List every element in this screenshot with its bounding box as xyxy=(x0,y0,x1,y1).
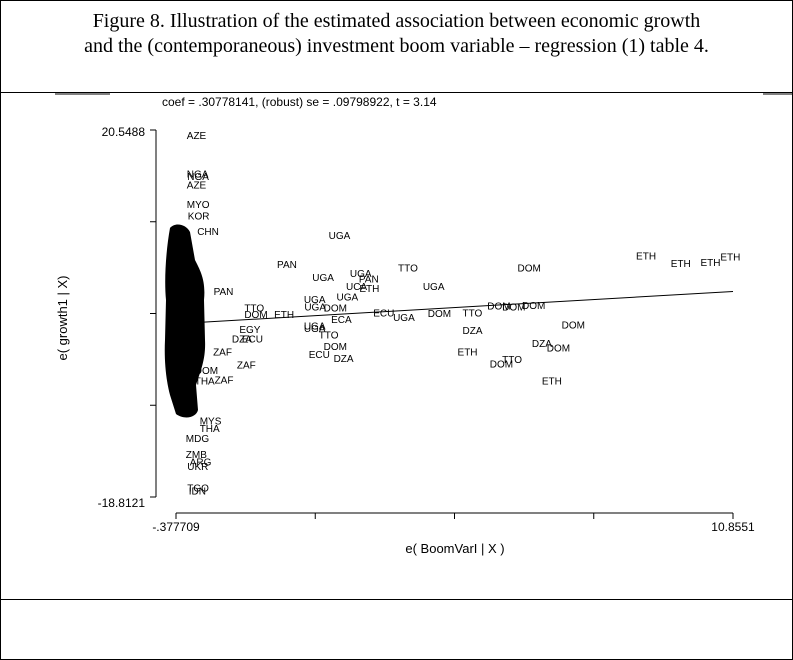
point-label: MDG xyxy=(186,434,210,445)
point-label: ZMB xyxy=(186,450,207,461)
point-label: TTO xyxy=(502,355,522,366)
point-label: ETH xyxy=(359,284,379,295)
point-label: UGA xyxy=(304,295,326,306)
point-label: DOM xyxy=(518,264,541,275)
point-label: UGA xyxy=(304,303,326,314)
point-label: DZA xyxy=(532,339,552,350)
point-label: ECU xyxy=(309,350,330,361)
point-label: DOM xyxy=(522,301,545,312)
point-label: ECU xyxy=(373,308,394,319)
fit-line xyxy=(175,290,734,325)
point-label: ZAF xyxy=(237,360,256,371)
point-label: DOM xyxy=(547,344,570,355)
point-label: THA xyxy=(200,424,220,435)
point-label: DOM xyxy=(428,309,451,320)
point-label: UGA xyxy=(312,273,334,284)
point-label: UGA xyxy=(329,231,351,242)
point-label: EGY xyxy=(239,325,260,336)
dense-label-cluster xyxy=(164,224,206,418)
point-label: TGO xyxy=(187,484,209,495)
point-label: TTO xyxy=(462,308,482,319)
point-label: UGA xyxy=(337,292,359,303)
point-label: ETH xyxy=(542,376,562,387)
point-label: NGA xyxy=(187,172,209,183)
point-label: PAN xyxy=(277,260,297,271)
point-label: ZAF xyxy=(215,375,234,386)
point-label: ETH xyxy=(636,251,656,262)
point-label: THA xyxy=(195,376,215,387)
point-label: DOM xyxy=(487,302,510,313)
point-label: ECA xyxy=(331,315,352,326)
point-label: DOM xyxy=(244,310,267,321)
point-label: DOM xyxy=(562,320,585,331)
point-label: UGA xyxy=(423,282,445,293)
caption-line-2: and the (contemporaneous) investment boo… xyxy=(84,35,709,57)
point-label: DOM xyxy=(324,342,347,353)
point-label: IDN xyxy=(189,486,206,497)
point-label: TTO xyxy=(244,304,264,315)
point-label: DZA xyxy=(232,334,252,345)
point-label: DZA xyxy=(462,326,482,337)
point-label: PAN xyxy=(359,275,379,286)
point-label: ETH xyxy=(458,347,478,358)
point-label: UCA xyxy=(346,282,367,293)
x-tick-label-right: 10.8551 xyxy=(711,520,755,534)
point-label: NGA xyxy=(187,169,209,180)
x-ticks xyxy=(175,513,734,519)
lower-divider xyxy=(1,599,792,600)
point-label: ECU xyxy=(242,334,263,345)
y-ticks xyxy=(150,129,156,498)
point-label: PAN xyxy=(214,287,234,298)
y-tick-label-bottom: -18.8121 xyxy=(98,496,146,510)
point-label: AZE xyxy=(187,131,207,142)
figure-caption: Figure 8. Illustration of the estimated … xyxy=(1,0,792,93)
point-label: MYO xyxy=(187,200,210,211)
point-label: AZE xyxy=(187,181,207,192)
point-label: UGA xyxy=(393,313,415,324)
point-label: CHN xyxy=(197,227,219,238)
point-label: UKR xyxy=(187,462,208,473)
point-label: ETH xyxy=(720,252,740,263)
point-label: DOM xyxy=(195,366,218,377)
point-label: DZA xyxy=(334,354,354,365)
y-axis-label: e( growth1 | X) xyxy=(55,275,70,360)
point-label: ETH xyxy=(671,259,691,270)
point-label: ETH xyxy=(274,310,294,321)
point-label: DOM xyxy=(324,304,347,315)
caption-line-1: Figure 8. Illustration of the estimated … xyxy=(92,10,701,32)
y-tick-label-top: 20.5488 xyxy=(102,125,146,139)
point-label: UGA xyxy=(350,269,372,280)
point-label: ARG xyxy=(190,457,212,468)
point-label: MYS xyxy=(200,416,222,427)
point-label: DOM xyxy=(490,360,513,371)
x-tick-label-left: -.377709 xyxy=(152,520,200,534)
chart-title: coef = .30778141, (robust) se = .0979892… xyxy=(162,95,437,109)
point-label: TTO xyxy=(319,331,339,342)
point-label: KOR xyxy=(188,211,210,222)
point-label: UGA xyxy=(304,321,326,332)
x-axis-label: e( BoomVarI | X ) xyxy=(405,541,504,556)
point-label: TTO xyxy=(398,264,418,275)
point-label: DOM xyxy=(502,303,525,314)
point-label: ETH xyxy=(701,258,721,269)
point-label: ZAF xyxy=(213,347,232,358)
point-label: UGA xyxy=(304,324,326,335)
